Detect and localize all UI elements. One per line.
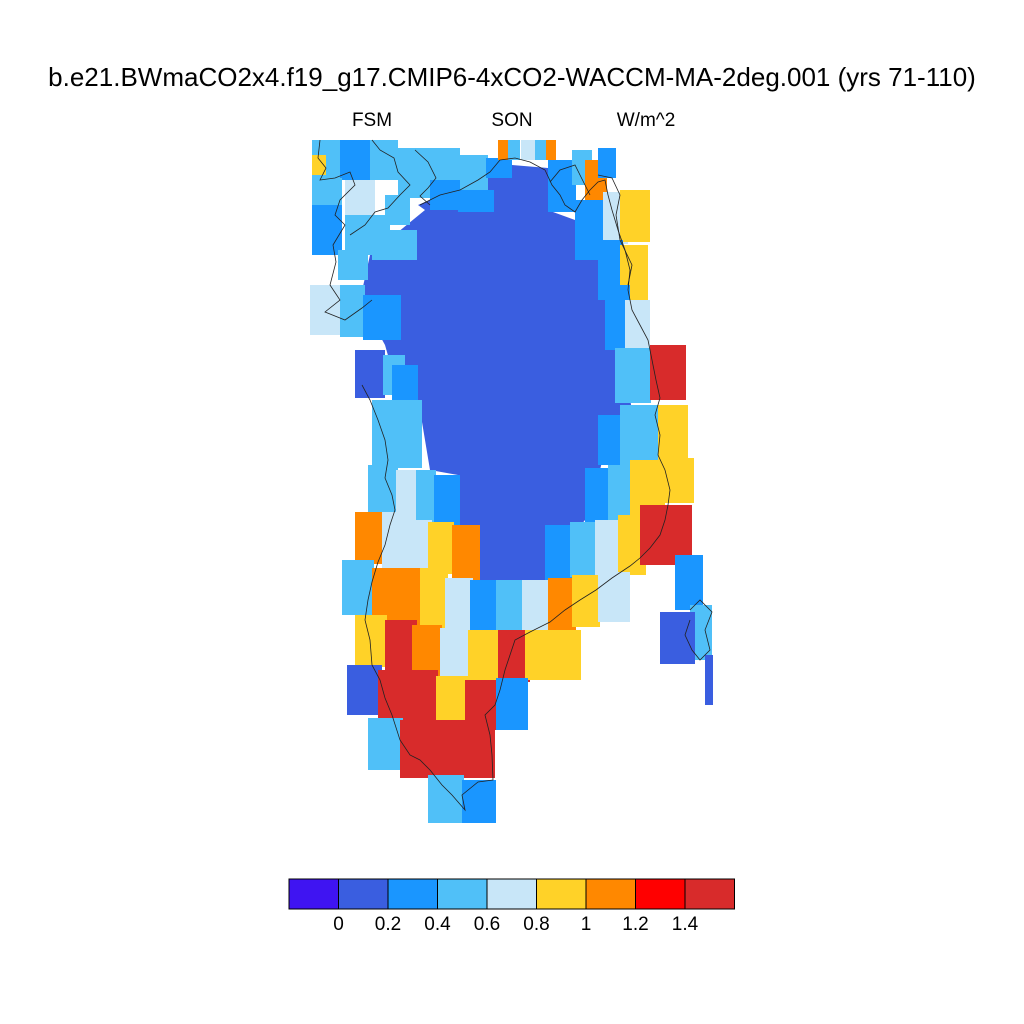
coastline [317,139,713,812]
colorbar-swatch [684,878,735,910]
map-cell [378,670,438,722]
map-cell [445,578,473,630]
map-cell [521,140,535,160]
map-cell [434,475,460,525]
map-cell [347,665,382,715]
map-cell [420,568,448,628]
map-cell [355,350,385,398]
colorbar-tick-label: 0.4 [424,914,451,935]
map-cell [545,525,573,580]
colorbar-swatch [536,878,587,910]
map-cell [458,190,494,212]
map-cell [546,140,556,160]
polar-cap-cell [360,165,632,580]
colorbar-tick-label: 1.4 [671,914,699,935]
map-cell [372,400,422,468]
map-cell [345,180,375,215]
map-cell [440,628,470,680]
map-cell [496,678,528,730]
map-cell [522,580,550,632]
map-cell [660,612,695,664]
map-cell [690,605,712,660]
map-cell [625,300,650,350]
colorbar-tick-label: 0.6 [473,914,501,935]
map-cell [312,205,342,255]
map-cell [368,718,403,770]
map-cell [382,512,412,572]
map-cell [548,578,576,630]
map-cell [525,630,581,680]
map-cell [615,348,651,403]
map-cell [548,160,576,212]
map-cell [498,630,530,682]
colorbar-tick-label: 0.8 [523,914,550,935]
map-cell [312,155,326,175]
map-cell [310,285,342,335]
map-cell [595,520,620,580]
map-cell [620,190,650,242]
map-cell [340,140,372,180]
map-cell [468,630,500,682]
map-cell [598,148,616,178]
map-cell [570,522,596,577]
map-cell [312,178,342,208]
plot-title: b.e21.BWmaCO2x4.f19_g17.CMIP6-4xCO2-WACC… [48,62,976,92]
colorbar-tick-label: 0.2 [374,914,402,935]
map-cell [662,458,694,503]
map-cell [486,158,512,178]
map-cell [338,250,368,280]
colorbar-swatch [288,878,339,910]
map-cell [470,580,498,632]
map-cell [355,512,383,564]
map-cell [416,470,436,522]
map-cell [496,580,524,630]
map-cell [410,520,432,570]
map-cell [452,525,480,580]
map-cell [412,625,442,677]
map-cell [428,775,464,823]
colorbar-swatch [338,878,389,910]
map-cells [310,140,713,823]
season-label: SON [491,110,533,131]
map-cell [535,140,547,160]
colorbar-tick-label: 0 [333,914,344,935]
map-cell [436,676,468,728]
map-cell [675,555,703,610]
colorbar-swatch [486,878,537,910]
map-cell [342,560,374,615]
map-cell [462,780,496,823]
map-cell [372,230,417,260]
map-cell [396,470,418,520]
map-cell [400,720,495,778]
map-cell [430,180,460,210]
map-cell [398,148,430,198]
map-cell [705,655,713,705]
map-cell [370,140,398,180]
colorbar-swatch [387,878,438,910]
colorbar-swatch [585,878,636,910]
colorbar-tick-label: 1.2 [622,914,649,935]
map-cell [572,575,600,627]
colorbar [288,878,735,910]
variable-label: FSM [351,110,393,131]
colorbar-tick-label: 1 [580,914,592,935]
map-cell [508,140,520,160]
colorbar-swatch [437,878,488,910]
map-cell [498,140,508,160]
map-cell [363,295,401,340]
map-cell [428,522,454,574]
map-cell [340,285,365,337]
map-cell [658,405,688,465]
map-cell [355,615,387,667]
units-label: W/m^2 [616,110,676,131]
map-cell [650,345,686,400]
colorbar-swatch [635,878,686,910]
map-cell [598,572,630,622]
